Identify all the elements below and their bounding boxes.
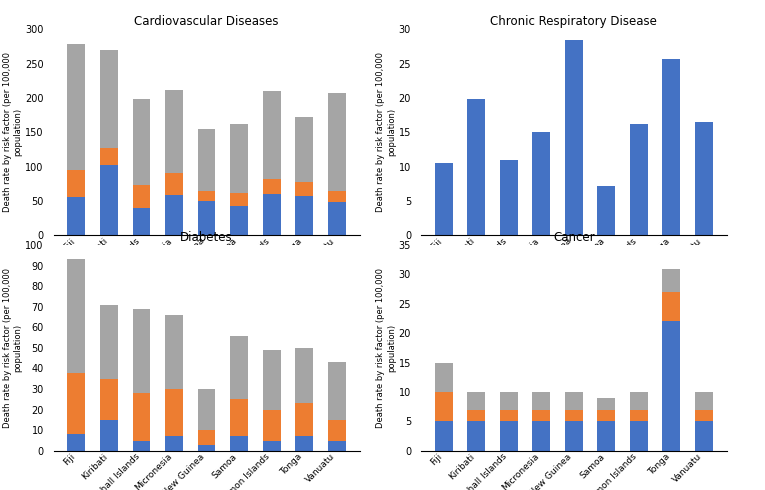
Bar	[597, 186, 615, 235]
Bar	[262, 350, 281, 410]
Bar	[132, 185, 151, 208]
Bar	[435, 392, 453, 421]
Bar	[435, 421, 453, 451]
Bar	[165, 173, 183, 196]
Bar	[100, 420, 118, 451]
Bar	[197, 129, 216, 191]
Bar	[327, 362, 346, 420]
Bar	[630, 124, 648, 235]
Bar	[165, 196, 183, 235]
Bar	[230, 193, 248, 206]
Bar	[165, 389, 183, 437]
Bar	[67, 170, 86, 197]
Bar	[67, 259, 86, 372]
Bar	[197, 430, 216, 444]
Y-axis label: Death rate by risk factor (per 100,000
population): Death rate by risk factor (per 100,000 p…	[376, 268, 396, 428]
Bar	[327, 202, 346, 235]
Title: Cancer: Cancer	[553, 231, 594, 244]
Bar	[467, 421, 485, 451]
Bar	[327, 420, 346, 441]
Bar	[100, 50, 118, 148]
Bar	[67, 197, 86, 235]
Bar	[662, 59, 680, 235]
Bar	[597, 398, 615, 410]
Bar	[695, 421, 713, 451]
Bar	[132, 393, 151, 441]
Bar	[230, 206, 248, 235]
Y-axis label: Death rate by risk factor (per 100,000
population): Death rate by risk factor (per 100,000 p…	[376, 52, 396, 212]
Bar	[630, 410, 648, 421]
Bar	[500, 160, 518, 235]
Bar	[695, 122, 713, 235]
Bar	[197, 201, 216, 235]
Bar	[230, 336, 248, 399]
Bar	[467, 410, 485, 421]
Bar	[295, 437, 313, 451]
Bar	[295, 117, 313, 182]
Bar	[165, 437, 183, 451]
Bar	[597, 410, 615, 421]
Bar	[565, 40, 583, 235]
Bar	[662, 321, 680, 451]
Bar	[262, 91, 281, 179]
Bar	[132, 208, 151, 235]
Bar	[132, 441, 151, 451]
Bar	[165, 315, 183, 389]
Bar	[532, 410, 550, 421]
Bar	[67, 45, 86, 170]
Bar	[630, 392, 648, 410]
Bar	[295, 182, 313, 196]
Bar	[532, 421, 550, 451]
Bar	[565, 410, 583, 421]
Bar	[262, 441, 281, 451]
Bar	[230, 124, 248, 193]
Bar	[435, 363, 453, 392]
Bar	[532, 132, 550, 235]
Bar	[295, 196, 313, 235]
Bar	[67, 372, 86, 434]
Bar	[435, 163, 453, 235]
Bar	[100, 165, 118, 235]
Bar	[262, 194, 281, 235]
Bar	[197, 444, 216, 451]
Bar	[67, 434, 86, 451]
Bar	[132, 309, 151, 393]
Bar	[327, 191, 346, 202]
Bar	[100, 305, 118, 379]
Bar	[165, 90, 183, 173]
Bar	[662, 292, 680, 321]
Bar	[262, 179, 281, 194]
Title: Cardiovascular Diseases: Cardiovascular Diseases	[135, 15, 278, 28]
Title: Chronic Respiratory Disease: Chronic Respiratory Disease	[490, 15, 657, 28]
Bar	[132, 99, 151, 185]
Bar	[662, 269, 680, 292]
Bar	[500, 421, 518, 451]
Y-axis label: Death rate by risk factor (per 100,000
population): Death rate by risk factor (per 100,000 p…	[3, 268, 23, 428]
Bar	[197, 389, 216, 430]
Bar	[262, 410, 281, 441]
Bar	[327, 93, 346, 191]
Bar	[197, 191, 216, 201]
Bar	[295, 403, 313, 437]
Bar	[230, 399, 248, 437]
Bar	[500, 410, 518, 421]
Bar	[565, 421, 583, 451]
Title: Diabetes: Diabetes	[181, 231, 233, 244]
Bar	[230, 437, 248, 451]
Bar	[532, 392, 550, 410]
Y-axis label: Death rate by risk factor (per 100,000
population): Death rate by risk factor (per 100,000 p…	[3, 52, 22, 212]
Bar	[695, 392, 713, 410]
Bar	[500, 392, 518, 410]
Bar	[327, 441, 346, 451]
Bar	[695, 410, 713, 421]
Bar	[100, 379, 118, 420]
Bar	[630, 421, 648, 451]
Bar	[467, 99, 485, 235]
Bar	[565, 392, 583, 410]
Bar	[295, 348, 313, 403]
Bar	[597, 421, 615, 451]
Bar	[100, 148, 118, 165]
Bar	[467, 392, 485, 410]
